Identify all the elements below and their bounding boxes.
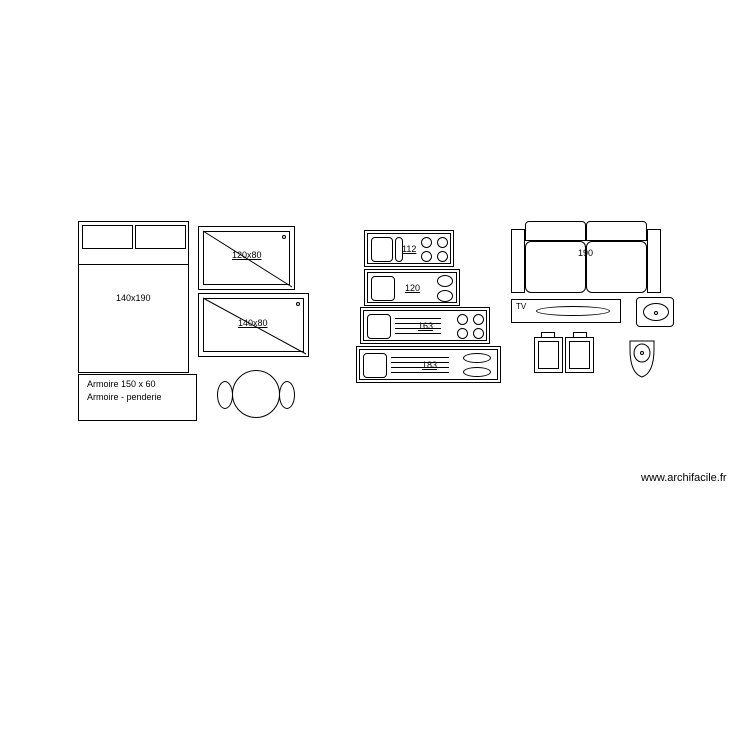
sofa-back-right <box>586 221 647 241</box>
kitchen-163-label: 163 <box>418 321 433 331</box>
sofa-cushion-right <box>586 241 647 293</box>
storage-left-inner <box>538 341 559 369</box>
sofa-back-left <box>525 221 586 241</box>
chair-right <box>279 381 295 409</box>
bed-pillow-left <box>82 225 133 249</box>
chair-left <box>217 381 233 409</box>
hob-ring <box>421 237 432 248</box>
tv-unit <box>511 299 621 323</box>
washbasin-drain <box>654 311 658 315</box>
hob-ring <box>473 314 484 325</box>
storage-right <box>565 337 594 373</box>
sofa-arm-left <box>511 229 525 293</box>
hob-ring <box>437 237 448 248</box>
kitchen-120-label: 120 <box>405 283 420 293</box>
sink-basin <box>367 314 391 339</box>
hob-ring-large <box>437 290 453 302</box>
shower-140x80-label: 140x80 <box>238 318 268 328</box>
storage-right-inner <box>569 341 590 369</box>
armoire-label-2: Armoire - penderie <box>87 392 162 402</box>
bed-label: 140x190 <box>116 293 151 303</box>
bed-sheet-line <box>79 264 188 265</box>
shower-120x80-label: 120x80 <box>232 250 262 260</box>
hob-ellipse <box>463 367 491 377</box>
drain-board <box>391 357 449 377</box>
washbasin <box>636 297 674 327</box>
sink-basin <box>371 237 393 262</box>
bed-pillow-right <box>135 225 186 249</box>
armoire-label-1: Armoire 150 x 60 <box>87 379 156 389</box>
tv-screen <box>536 306 610 316</box>
sofa-cushion-left <box>525 241 586 293</box>
hob-ring <box>457 328 468 339</box>
hob-ring-large <box>437 275 453 287</box>
round-table <box>232 370 280 418</box>
kitchen-112-label: 112 <box>402 244 416 254</box>
sink-basin <box>371 276 395 301</box>
kitchen-183-label: 183 <box>422 360 437 370</box>
hob-ring <box>421 251 432 262</box>
sofa-arm-right <box>647 229 661 293</box>
sofa-label: 190 <box>578 248 593 258</box>
sink-basin <box>363 353 387 378</box>
hob-ring <box>457 314 468 325</box>
shower-drain <box>282 235 286 239</box>
storage-left <box>534 337 563 373</box>
shower-drain <box>296 302 300 306</box>
watermark: www.archifacile.fr <box>641 472 727 484</box>
hob-ring <box>437 251 448 262</box>
storage-pair <box>534 337 594 373</box>
toilet <box>627 339 657 379</box>
hob-ellipse <box>463 353 491 363</box>
tv-label: TV <box>516 302 526 311</box>
hob-ring <box>473 328 484 339</box>
